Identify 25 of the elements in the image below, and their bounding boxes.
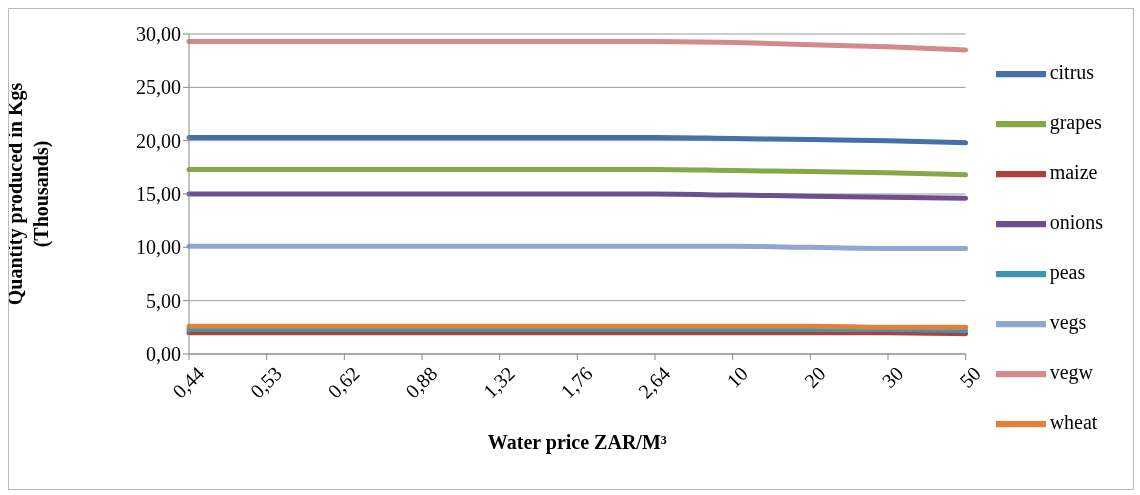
x-tick-label: 10: [722, 362, 752, 392]
y-tick-label: 10,00: [136, 236, 181, 259]
legend-label: maize: [1049, 160, 1098, 183]
legend-label: grapes: [1049, 110, 1102, 133]
legend-label: wheat: [1049, 410, 1098, 433]
x-tick-label: 20: [799, 362, 830, 392]
x-tick-label: 1,32: [478, 362, 519, 403]
x-tick-label: 50: [955, 362, 985, 392]
legend-label: citrus: [1049, 60, 1095, 83]
legend-label: peas: [1049, 260, 1086, 283]
x-tick-label: 0,88: [401, 362, 442, 403]
y-tick-label: 20,00: [136, 129, 181, 152]
legend-label: vegs: [1049, 310, 1087, 333]
x-tick-label: 0,62: [323, 362, 364, 403]
x-tick-label: 1,76: [556, 362, 597, 403]
x-tick-label: 2,64: [634, 362, 675, 403]
y-tick-label: 15,00: [136, 183, 181, 206]
y-tick-label: 30,00: [136, 23, 181, 46]
legend-label: onions: [1049, 210, 1103, 233]
y-tick-label: 25,00: [136, 76, 181, 99]
x-tick-label: 0,53: [245, 362, 286, 403]
x-axis-title: Water price ZAR/M³: [487, 431, 667, 454]
x-tick-label: 30: [877, 362, 908, 392]
legend-label: vegw: [1049, 360, 1093, 383]
y-tick-label: 5,00: [146, 289, 181, 312]
